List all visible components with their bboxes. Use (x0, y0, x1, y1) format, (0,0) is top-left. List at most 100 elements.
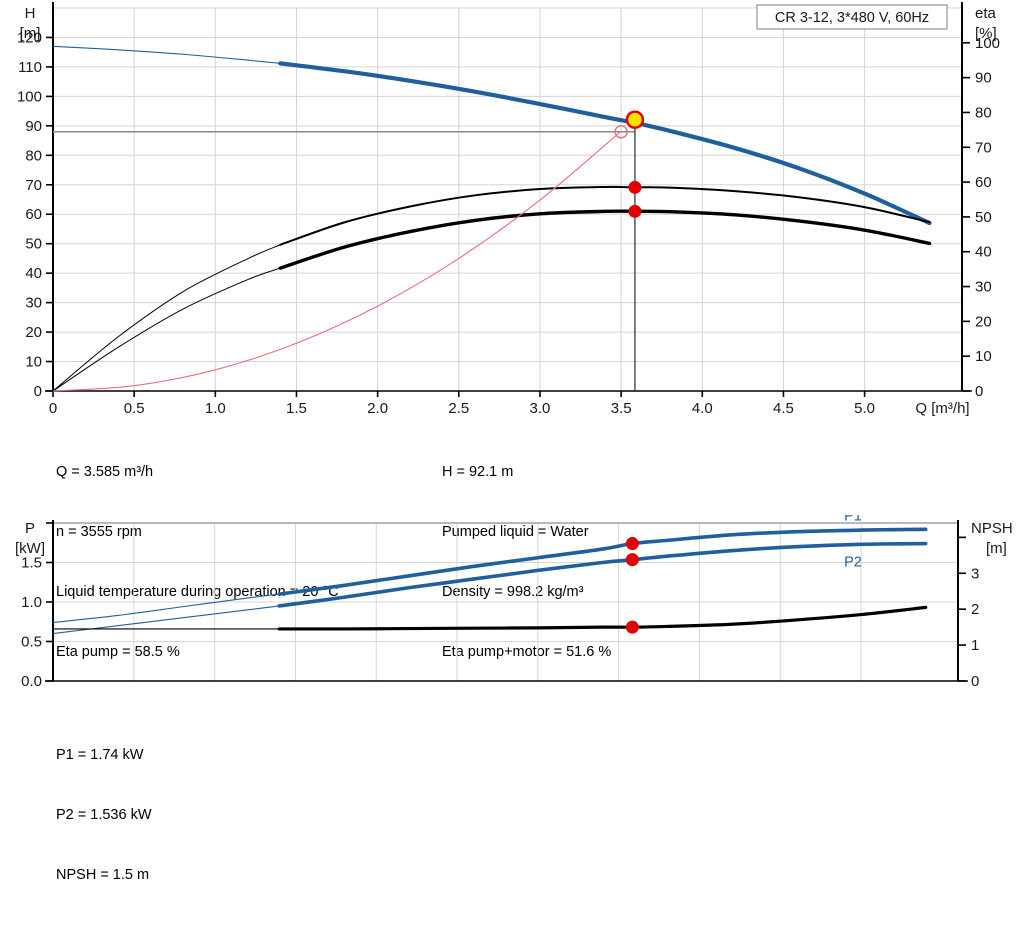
y-axis-right-tick-label: 3 (971, 565, 979, 582)
duty-marker-p2 (625, 553, 639, 567)
head-efficiency-chart-svg: 0 10 20 30 40 50 60 70 80 90 100 110 120 0 10 20 30 40 50 6… (17, 2, 1000, 417)
p1-curve (52, 527, 928, 624)
y-axis-left-ticks: 0 10 20 30 40 50 60 70 80 90 100 110 120 (17, 29, 53, 400)
y-axis-right-tick-label: 70 (975, 139, 992, 156)
y-axis-right-title-symbol: NPSH (971, 520, 1013, 537)
x-axis-tick-label: 2.5 (448, 400, 469, 417)
y-axis-right-title-symbol: eta (975, 5, 997, 22)
info-p2: P2 = 1.536 kW (56, 807, 152, 823)
y-axis-left-tick-label: 30 (25, 295, 42, 312)
duty-info-right-block: H = 92.1 m Pumped liquid = Water Density… (442, 422, 611, 702)
x-axis-tick-label: 2.0 (367, 400, 388, 417)
y-axis-left-title-symbol: H (25, 5, 36, 22)
y-axis-right-tick-label: 0 (975, 383, 983, 400)
curve-segment-thin (52, 267, 281, 392)
duty-marker-system-curve (614, 125, 628, 139)
title-box: CR 3-12, 3*480 V, 60Hz (756, 4, 948, 30)
info-flow: Q = 3.585 m³/h (56, 464, 154, 480)
info-npsh: NPSH = 1.5 m (56, 867, 150, 883)
x-axis-tick-label: 4.0 (692, 400, 713, 417)
y-axis-left-tick-label: 1.0 (21, 594, 42, 611)
y-axis-right-tick-label: 50 (975, 209, 992, 226)
info-pumped-liquid: Pumped liquid = Water (442, 524, 589, 540)
axes (45, 520, 968, 682)
y-axis-left-tick-label: 50 (25, 236, 42, 253)
info-speed: n = 3555 rpm (56, 524, 142, 540)
y-axis-right-tick-label: 40 (975, 244, 992, 261)
power-npsh-chart: 0.0 0.5 1.0 1.5 0 1 2 3 P [kW] NPSH [m] P1 P2 (0, 515, 1024, 705)
y-axis-left-title-symbol: P (25, 520, 35, 537)
curve-segment-bold (278, 209, 932, 270)
y-axis-right-ticks: 0 10 20 30 40 50 60 70 80 90 100 (962, 35, 1000, 400)
curve-segment-thin (52, 244, 281, 392)
x-axis-label: Q [m³/h] (915, 400, 969, 417)
y-axis-right-title-unit: [%] (975, 25, 997, 42)
curve-segment-bold (277, 605, 928, 631)
info-p1: P1 = 1.74 kW (56, 747, 144, 763)
x-axis-tick-label: 5.0 (854, 400, 875, 417)
title-box-label: CR 3-12, 3*480 V, 60Hz (775, 10, 929, 26)
y-axis-right-tick-label: 2 (971, 601, 979, 618)
y-axis-right-tick-label: 100 (975, 35, 1000, 52)
duty-marker-eta-pump (628, 180, 642, 194)
curve-segment-thin (52, 45, 281, 64)
x-axis-ticks: 0 0.5 1.0 1.5 2.0 2.5 3.0 3.5 4.0 4.5 5.0 (49, 391, 875, 417)
y-axis-right-tick-label: 1 (971, 637, 979, 654)
x-axis-tick-label: 1.5 (286, 400, 307, 417)
duty-marker-p1 (625, 537, 639, 551)
duty-point-markers (625, 537, 639, 634)
head-efficiency-chart: 0 10 20 30 40 50 60 70 80 90 100 110 120 0 10 20 30 40 50 6… (0, 0, 1024, 418)
x-axis-tick-label: 0 (49, 400, 57, 417)
x-axis-tick-label: 4.5 (773, 400, 794, 417)
grid-lines (53, 7, 962, 391)
y-axis-right-tick-label: 0 (971, 673, 979, 690)
head-curve (52, 45, 932, 226)
y-axis-right-tick-label: 10 (975, 348, 992, 365)
y-axis-left-tick-label: 40 (25, 265, 42, 282)
curve-segment-bold (279, 185, 931, 246)
x-axis-tick-label: 1.0 (205, 400, 226, 417)
duty-marker-npsh (625, 620, 639, 634)
y-axis-left-title-unit: [kW] (15, 540, 45, 557)
y-axis-left-tick-label: 90 (25, 118, 42, 135)
npsh-curve (53, 605, 928, 631)
info-eta-pump: Eta pump = 58.5 % (56, 644, 180, 660)
curve-segment-bold (277, 541, 928, 608)
x-axis-tick-label: 0.5 (124, 400, 145, 417)
title-box-frame (756, 4, 948, 30)
y-axis-left-tick-label: 10 (25, 354, 42, 371)
y-axis-left-tick-label: 120 (17, 29, 42, 46)
eta-pump-curve (52, 185, 931, 392)
axes (45, 2, 972, 392)
y-axis-left-tick-label: 1.5 (21, 555, 42, 572)
info-density: Density = 998.2 kg/m³ (442, 584, 584, 600)
y-axis-left-tick-label: 0.0 (21, 673, 42, 690)
pump-curve-page: 0 10 20 30 40 50 60 70 80 90 100 110 120 0 10 20 30 40 50 6… (0, 0, 1024, 883)
y-axis-right-tick-label: 90 (975, 70, 992, 87)
y-axis-left-ticks: 0.0 0.5 1.0 1.5 (21, 522, 53, 690)
y-axis-left-tick-label: 100 (17, 88, 42, 105)
power-npsh-chart-svg: 0.0 0.5 1.0 1.5 0 1 2 3 P [kW] NPSH [m] P1 P2 (15, 515, 1013, 690)
y-axis-right-tick-label: 80 (975, 104, 992, 121)
y-axis-left-tick-label: 70 (25, 177, 42, 194)
y-axis-left-tick-label: 20 (25, 324, 42, 341)
curve-segment-thin (52, 593, 280, 624)
y-axis-left-tick-label: 110 (18, 59, 42, 76)
info-head: H = 92.1 m (442, 464, 514, 480)
x-axis-tick-label: 3.0 (530, 400, 551, 417)
y-axis-left-title-unit: [m] (20, 25, 41, 42)
y-axis-right-tick-label: 30 (975, 279, 992, 296)
y-axis-left-tick-label: 0.5 (21, 634, 42, 651)
y-axis-right-tick-label: 60 (975, 174, 992, 191)
curve-segment-bold (277, 527, 928, 596)
grid-lines (53, 522, 958, 681)
series-label-p1: P1 (844, 515, 862, 524)
curve-segment-bold (278, 61, 932, 226)
curve-segment (52, 130, 622, 392)
duty-marker-eta-pump-motor (628, 204, 642, 218)
eta-pump-motor-curve (52, 209, 932, 392)
system-curve (52, 130, 622, 392)
info-eta-pump-motor: Eta pump+motor = 51.6 % (442, 644, 612, 660)
y-axis-right-title-unit: [m] (986, 540, 1007, 557)
x-axis-tick-label: 3.5 (611, 400, 632, 417)
